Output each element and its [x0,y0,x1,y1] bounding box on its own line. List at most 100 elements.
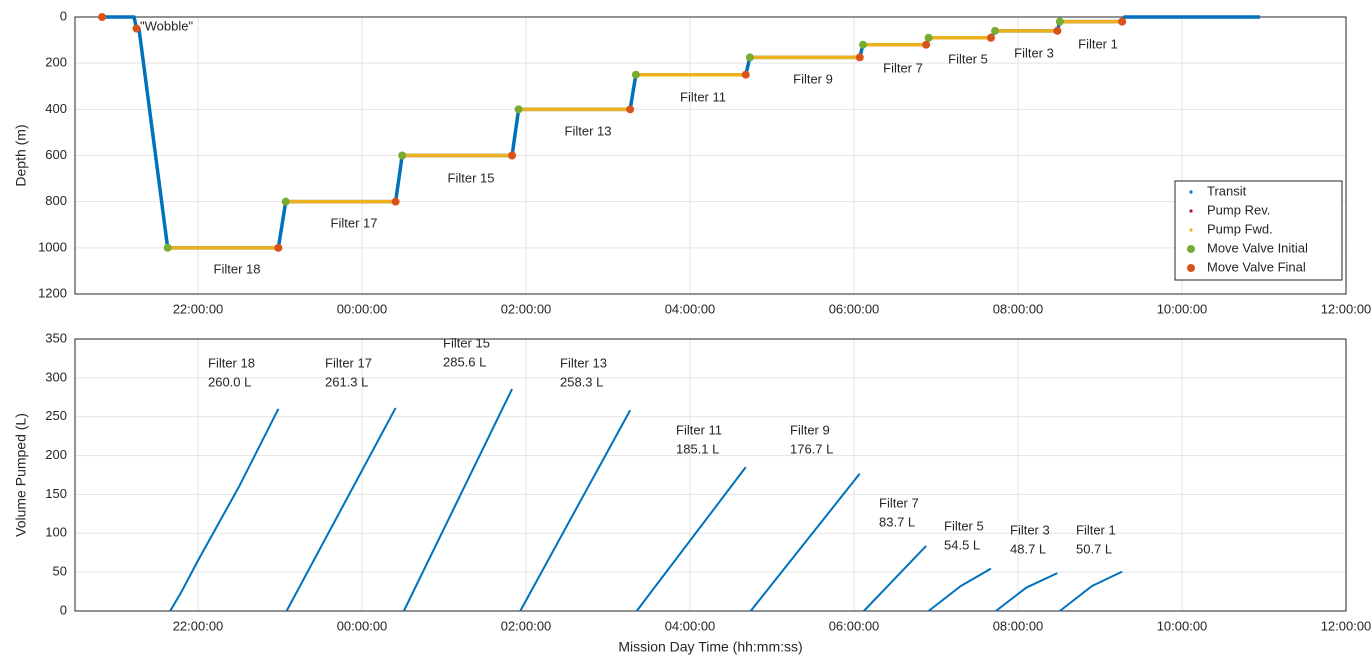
annotation: Filter 11 [680,89,726,104]
legend-marker [1187,245,1195,253]
x-tick-label: 06:00:00 [829,618,880,633]
y-tick-label: 150 [45,486,67,501]
legend-marker [1189,190,1193,194]
annotation: Filter 5 [944,518,984,533]
legend-label: Move Valve Final [1207,259,1306,274]
x-tick-label: 02:00:00 [501,301,552,316]
y-tick-label: 200 [45,447,67,462]
series-line [519,409,632,612]
annotation: Filter 11 [676,422,722,437]
marker [1053,26,1062,35]
x-tick-label: 06:00:00 [829,301,880,316]
y-tick-label: 400 [45,101,67,116]
y-tick-label: 1000 [38,239,67,254]
y-axis-label: Volume Pumped (L) [13,413,29,537]
data-label: 261.3 L [325,374,368,389]
x-tick-label: 08:00:00 [993,618,1044,633]
x-tick-label: 00:00:00 [337,618,388,633]
series-line [99,15,1260,250]
series-line [167,19,1123,250]
annotation: Filter 17 [331,215,378,230]
y-tick-label: 250 [45,408,67,423]
annotation: Filter 7 [883,60,923,75]
annotation: Filter 9 [790,422,830,437]
annotation: Filter 18 [214,261,261,276]
marker [391,197,400,206]
data-label: 258.3 L [560,374,603,389]
marker [986,33,995,42]
legend-marker [1189,209,1193,213]
annotation: Filter 5 [948,51,988,66]
x-tick-label: 04:00:00 [665,618,716,633]
x-axis-label: Mission Day Time (hh:mm:ss) [618,639,802,655]
plot-frame [74,338,1347,612]
marker [924,33,933,42]
marker [163,243,172,252]
data-label: 285.6 L [443,354,486,369]
annotation: "Wobble" [140,18,193,33]
legend-marker [1187,264,1195,272]
annotation: Filter 17 [325,355,372,370]
marker [922,40,931,49]
y-axis-label: Depth (m) [13,124,29,186]
series-line [402,388,513,612]
marker [859,40,868,49]
marker [745,53,754,62]
x-tick-label: 04:00:00 [665,301,716,316]
y-tick-label: 300 [45,369,67,384]
series-line [1059,570,1123,612]
marker [98,13,107,21]
marker [741,70,750,79]
marker [281,197,290,206]
x-tick-label: 10:00:00 [1157,301,1208,316]
x-tick-label: 10:00:00 [1157,618,1208,633]
marker [398,151,407,160]
series-line [169,408,280,612]
annotation: Filter 3 [1010,522,1050,537]
marker [132,24,141,33]
series-line [928,567,992,612]
x-tick-label: 22:00:00 [173,618,224,633]
legend-label: Move Valve Initial [1207,240,1308,255]
y-tick-label: 800 [45,193,67,208]
marker [1055,17,1064,26]
x-tick-label: 08:00:00 [993,301,1044,316]
x-tick-label: 22:00:00 [173,301,224,316]
annotation: Filter 7 [879,495,919,510]
marker [631,70,640,79]
annotation: Filter 9 [793,71,833,86]
data-label: 185.1 L [676,441,719,456]
x-tick-label: 00:00:00 [337,301,388,316]
marker [1118,17,1127,26]
data-label: 48.7 L [1010,541,1046,556]
data-label: 50.7 L [1076,541,1112,556]
legend-label: Pump Rev. [1207,202,1270,217]
annotation: Filter 18 [208,355,255,370]
marker [508,151,517,160]
marker [514,105,523,114]
plot-frame [74,16,1347,295]
x-tick-label: 12:00:00 [1321,301,1372,316]
y-tick-label: 1200 [38,285,67,300]
data-label: 83.7 L [879,514,915,529]
series-line [749,473,861,612]
annotation: Filter 15 [448,170,495,185]
y-tick-label: 200 [45,55,67,70]
data-label: 54.5 L [944,537,980,552]
series-line [285,407,397,612]
series-line [635,466,747,612]
series-line [863,545,927,612]
y-tick-label: 0 [60,602,67,617]
x-tick-label: 02:00:00 [501,618,552,633]
annotation: Filter 13 [565,123,612,138]
y-tick-label: 100 [45,525,67,540]
y-tick-label: 50 [53,564,67,579]
annotation: Filter 1 [1078,36,1118,51]
x-tick-label: 12:00:00 [1321,618,1372,633]
legend-label: Pump Fwd. [1207,221,1273,236]
annotation: Filter 1 [1076,522,1116,537]
y-tick-label: 600 [45,147,67,162]
marker [855,53,864,62]
legend-label: Transit [1207,183,1247,198]
